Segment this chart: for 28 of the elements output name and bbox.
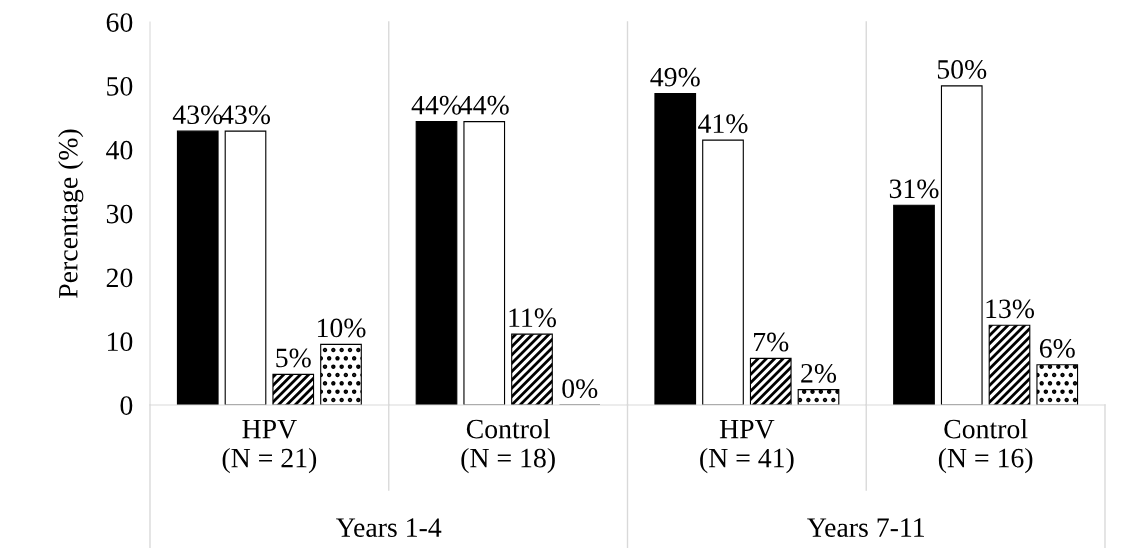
text: Years 7-11 xyxy=(807,518,924,537)
y-tick-label: 60 xyxy=(106,13,133,32)
data-label: 44% xyxy=(411,95,462,115)
y-tick-label: 0 xyxy=(120,396,133,415)
data-label: 44% xyxy=(459,95,509,115)
data-label: 10% xyxy=(317,318,366,338)
data-label: 7% xyxy=(754,332,789,352)
y-tick-label: 10 xyxy=(108,332,133,352)
data-label: 0% xyxy=(562,379,598,399)
y-tick-label: 50 xyxy=(107,77,133,96)
x-tick-label: HPV (N = 21) xyxy=(222,419,317,474)
y-axis-title: Percentage (%) xyxy=(58,129,84,298)
data-label: 31% xyxy=(889,179,939,199)
y-tick-label: 40 xyxy=(106,140,133,160)
data-label: 41% xyxy=(698,114,748,134)
y-tick-label: 20 xyxy=(106,268,133,288)
data-label: 13% xyxy=(986,299,1035,319)
data-label: 5% xyxy=(276,348,311,368)
data-label: 50% xyxy=(937,60,987,79)
text: Years 1-4 xyxy=(336,518,442,537)
data-label: 49% xyxy=(650,67,700,87)
x-tick-label: Control (N = 18) xyxy=(461,418,555,474)
data-label: 6% xyxy=(1039,339,1075,358)
y-tick-label: 30 xyxy=(106,204,133,224)
data-label: 11% xyxy=(509,308,556,328)
data-label: 2% xyxy=(801,363,837,383)
x-tick-label: Control (N = 16) xyxy=(938,418,1033,474)
x-tick-label: HPV (N = 41) xyxy=(700,419,794,474)
